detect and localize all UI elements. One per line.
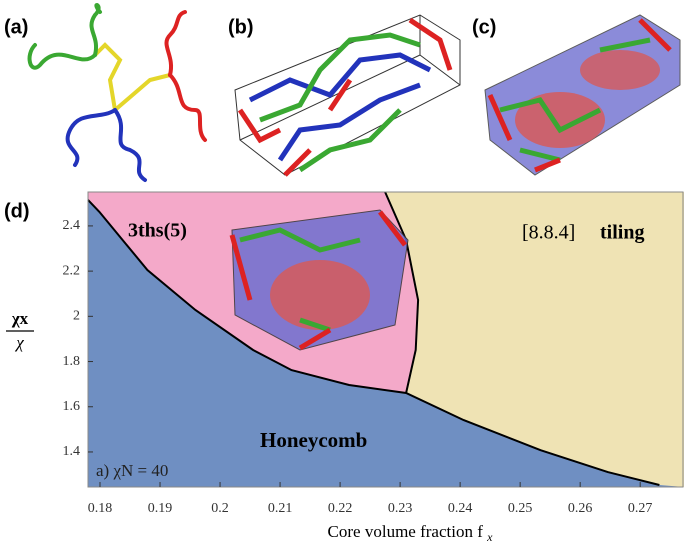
y-tick-label: 2.4 [63,218,81,233]
y-tick-label: 1.8 [63,354,81,369]
panel-label: (b) [228,16,254,38]
region-label: Honeycomb [260,428,367,452]
x-tick-label: 0.18 [88,501,113,516]
figure: 0.18 0.19 0.2 0.21 0.22 0.23 0.24 0.25 0.26 0.27 1… [0,0,684,543]
region-label: [8.8.4] [522,222,575,244]
x-tick-label: 0.2 [211,501,229,516]
x-tick-label: 0.23 [388,501,413,516]
x-axis-label: Core volume fraction f x [328,522,494,543]
x-tick-label: 0.27 [628,501,653,516]
y-tick-label: 2.2 [63,263,81,278]
x-axis-label-sub: x [486,530,493,543]
panel-b-art [235,15,460,175]
x-tick-label: 0.21 [268,501,293,516]
x-tick-label: 0.22 [328,501,353,516]
y-tick-label: 1.6 [63,399,81,414]
y-axis-label-bottom: χ [14,333,24,352]
x-tick-label: 0.25 [508,501,533,516]
y-axis-label-top: χx [11,309,29,328]
x-tick-label: 0.24 [448,501,473,516]
panel-c-art [485,15,680,175]
y-tick-label: 2 [73,309,80,324]
region-label: 3ths(5) [128,220,187,242]
panel-label: (a) [4,16,28,38]
x-tick-label: 0.26 [568,501,593,516]
panel-a-art [30,5,205,180]
annotation: a) χN = 40 [96,461,168,480]
x-tick-label: 0.19 [148,501,173,516]
region-label: tiling [600,222,644,244]
panel-label: (c) [472,16,496,38]
x-axis-label-text: Core volume fraction f [328,522,484,541]
panel-label: (d) [4,200,30,222]
y-tick-label: 1.4 [63,444,81,459]
